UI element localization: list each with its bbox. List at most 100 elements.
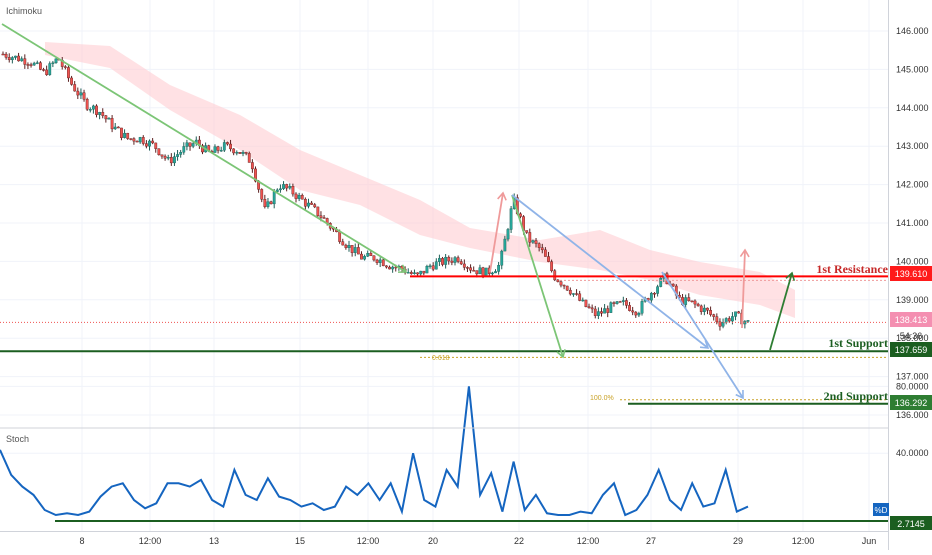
candle-body	[238, 152, 242, 154]
price-tick-label: 142.000	[896, 180, 929, 190]
candle-body	[297, 195, 301, 199]
price-axis[interactable]: 136.000 137.000 138.000 139.000 140.000 141.0…	[896, 26, 929, 458]
candle-body	[366, 253, 370, 257]
candle-body	[160, 154, 164, 157]
projection-arrow-blue	[511, 194, 709, 349]
candle-body	[640, 301, 644, 314]
support1-label: 1st Support	[828, 336, 888, 350]
candle-body	[500, 250, 504, 266]
time-tick-label: 12:00	[792, 536, 815, 546]
time-tick-label: 12:00	[357, 536, 380, 546]
countdown: 54:36	[900, 331, 923, 341]
support1-level: 1st Support 137.659	[828, 336, 932, 357]
candle-body	[459, 261, 463, 265]
indicator-label: Ichimoku	[6, 6, 42, 16]
support2-price-tag	[890, 395, 932, 410]
candle-body	[300, 195, 304, 200]
candle-body	[10, 57, 14, 61]
price-tick-label: 145.000	[896, 64, 929, 74]
candle-body	[188, 142, 192, 147]
candle-body	[422, 270, 426, 274]
candle-body	[618, 301, 622, 303]
price-tick-label: 137.000	[896, 372, 929, 382]
support2-label: 2nd Support	[824, 389, 888, 403]
support2-level: 2nd Support 136.292	[824, 389, 932, 410]
candle-body	[519, 213, 522, 217]
stoch-series-label: %D	[875, 506, 888, 515]
resistance-price-tag	[890, 266, 932, 281]
candle-body	[409, 272, 413, 274]
support2-price-value: 136.292	[895, 398, 928, 408]
time-axis[interactable]: 812:00131512:00202212:00272912:00Jun12:0…	[0, 0, 876, 546]
candle-body	[568, 289, 572, 295]
candle-body	[263, 199, 267, 207]
impulse-arrow-red	[489, 192, 504, 273]
candle-body	[528, 232, 532, 243]
resistance-level: 1st Resistance 139.610	[816, 262, 932, 281]
candle-body	[444, 256, 448, 265]
candle-body	[91, 105, 95, 110]
candle-body	[375, 259, 379, 263]
candle-body	[712, 314, 716, 317]
candle-body	[241, 152, 245, 154]
candle-body	[26, 64, 30, 66]
candle-body	[428, 265, 432, 267]
candle-body	[185, 142, 189, 147]
support1-price-value: 137.659	[895, 345, 928, 355]
candle-body	[503, 238, 507, 252]
candle-body	[272, 191, 276, 205]
candle-body	[453, 257, 457, 263]
candle-body	[123, 132, 126, 138]
bounce-arrow-red-head	[739, 248, 750, 258]
candles	[1, 51, 750, 331]
candle-body	[17, 55, 20, 62]
candle-body	[247, 153, 251, 163]
candle-body	[631, 310, 635, 313]
candle-body	[671, 283, 675, 287]
candle-body	[718, 321, 722, 327]
candle-body	[596, 311, 600, 316]
candle-body	[431, 265, 435, 270]
candle-body	[441, 258, 444, 265]
projection-arrow-blue-2	[661, 271, 744, 399]
candle-body	[219, 149, 223, 152]
candle-body	[646, 298, 650, 301]
candle-body	[176, 154, 179, 157]
candle-body	[269, 201, 273, 205]
candle-body	[151, 140, 155, 144]
price-tick-label: 146.000	[896, 26, 929, 36]
candle-body	[378, 259, 382, 263]
bounce-arrow-red	[741, 249, 746, 329]
candle-body	[29, 64, 33, 66]
candle-body	[254, 168, 257, 182]
candle-body	[550, 261, 554, 271]
price-tick-label: 143.000	[896, 141, 929, 151]
candle-body	[356, 247, 360, 255]
candle-body	[684, 297, 688, 305]
candle-body	[721, 322, 725, 327]
candle-body	[693, 300, 697, 305]
candle-body	[447, 256, 451, 262]
candle-body	[63, 66, 67, 68]
projection-arrow-green	[511, 194, 564, 358]
candle-body	[506, 229, 510, 240]
candle-body	[7, 57, 11, 61]
time-tick-label: Jun	[862, 536, 877, 546]
candle-body	[322, 217, 326, 219]
candle-body	[285, 184, 289, 189]
current-price: 138.413 54:36	[890, 312, 932, 341]
candle-body	[294, 193, 298, 199]
current-price-tag	[890, 312, 932, 327]
target-arrow-green	[769, 272, 793, 351]
candle-body	[288, 186, 292, 189]
candle-body	[353, 247, 357, 253]
candle-body	[547, 256, 550, 262]
price-tick-label: 141.000	[896, 218, 929, 228]
candle-body	[690, 300, 694, 303]
candle-body	[413, 272, 416, 274]
candle-body	[360, 253, 363, 260]
resistance-price-value: 139.610	[895, 269, 928, 279]
candle-body	[497, 265, 501, 272]
candle-body	[687, 297, 691, 302]
